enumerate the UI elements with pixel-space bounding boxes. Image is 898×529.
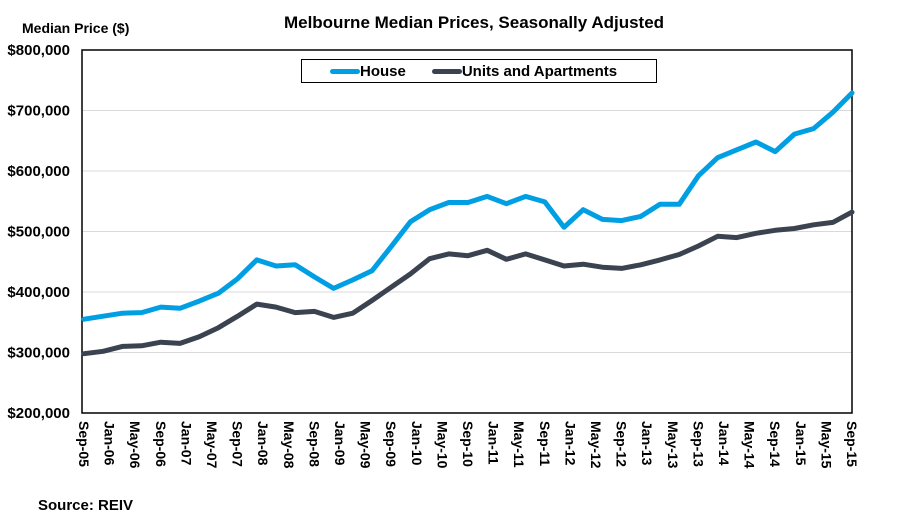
x-tick-label: May-14 xyxy=(742,421,758,469)
x-tick-label: May-08 xyxy=(281,421,297,469)
legend-swatch-house xyxy=(330,68,360,74)
y-tick-label: $600,000 xyxy=(7,163,70,180)
y-tick-label: $700,000 xyxy=(7,103,70,120)
y-tick-label: $400,000 xyxy=(7,284,70,301)
y-tick-label: $300,000 xyxy=(7,345,70,362)
x-tick-label: May-07 xyxy=(204,421,220,469)
legend-label-units: Units and Apartments xyxy=(461,62,618,80)
y-tick-label: $800,000 xyxy=(7,42,70,59)
x-tick-label: Sep-12 xyxy=(614,421,630,467)
x-tick-label: Jan-15 xyxy=(793,421,809,466)
x-tick-label: Sep-09 xyxy=(383,421,399,467)
x-tick-label: Jan-10 xyxy=(409,421,425,466)
x-tick-label: Jan-12 xyxy=(562,421,578,466)
x-tick-label: May-15 xyxy=(818,421,834,469)
y-tick-label: $500,000 xyxy=(7,224,70,241)
x-tick-label: Sep-08 xyxy=(306,421,322,467)
x-tick-label: Jan-14 xyxy=(716,421,732,466)
series-line-units xyxy=(81,209,855,357)
x-tick-label: May-13 xyxy=(665,421,681,469)
x-tick-label: Sep-07 xyxy=(230,421,246,467)
x-tick-label: May-11 xyxy=(511,421,527,468)
legend-label-house: House xyxy=(360,62,406,80)
x-tick-label: Sep-06 xyxy=(153,421,169,467)
x-tick-label: May-06 xyxy=(127,421,143,469)
x-tick-label: Jan-07 xyxy=(178,421,194,466)
legend-item-units: Units and Apartments xyxy=(431,62,618,80)
source-note: Source: REIV xyxy=(38,497,134,514)
series-line-house xyxy=(81,90,855,322)
x-tick-label: Jan-06 xyxy=(102,421,118,466)
x-tick-label: May-10 xyxy=(434,421,450,469)
x-tick-label: Jan-08 xyxy=(255,421,271,466)
x-tick-label: May-12 xyxy=(588,421,604,469)
chart-title: Melbourne Median Prices, Seasonally Adju… xyxy=(283,13,665,32)
legend: House Units and Apartments xyxy=(301,59,657,83)
y-axis-title: Median Price ($) xyxy=(22,20,130,36)
x-tick-label: Jan-11 xyxy=(486,421,502,465)
x-tick-label: Sep-13 xyxy=(690,421,706,467)
x-tick-label: Sep-14 xyxy=(767,421,783,467)
x-tick-label: Sep-05 xyxy=(76,421,92,467)
x-tick-label: Sep-11 xyxy=(537,421,553,466)
x-tick-label: May-09 xyxy=(358,421,374,469)
x-tick-label: Sep-10 xyxy=(460,421,476,467)
x-tick-label: Sep-15 xyxy=(844,421,860,467)
plot-area xyxy=(81,49,853,414)
legend-swatch-units xyxy=(431,68,462,74)
x-tick-label: Jan-09 xyxy=(332,421,348,466)
x-tick-label: Jan-13 xyxy=(639,421,655,466)
legend-item-house: House xyxy=(330,63,406,80)
y-tick-label: $200,000 xyxy=(7,405,70,422)
